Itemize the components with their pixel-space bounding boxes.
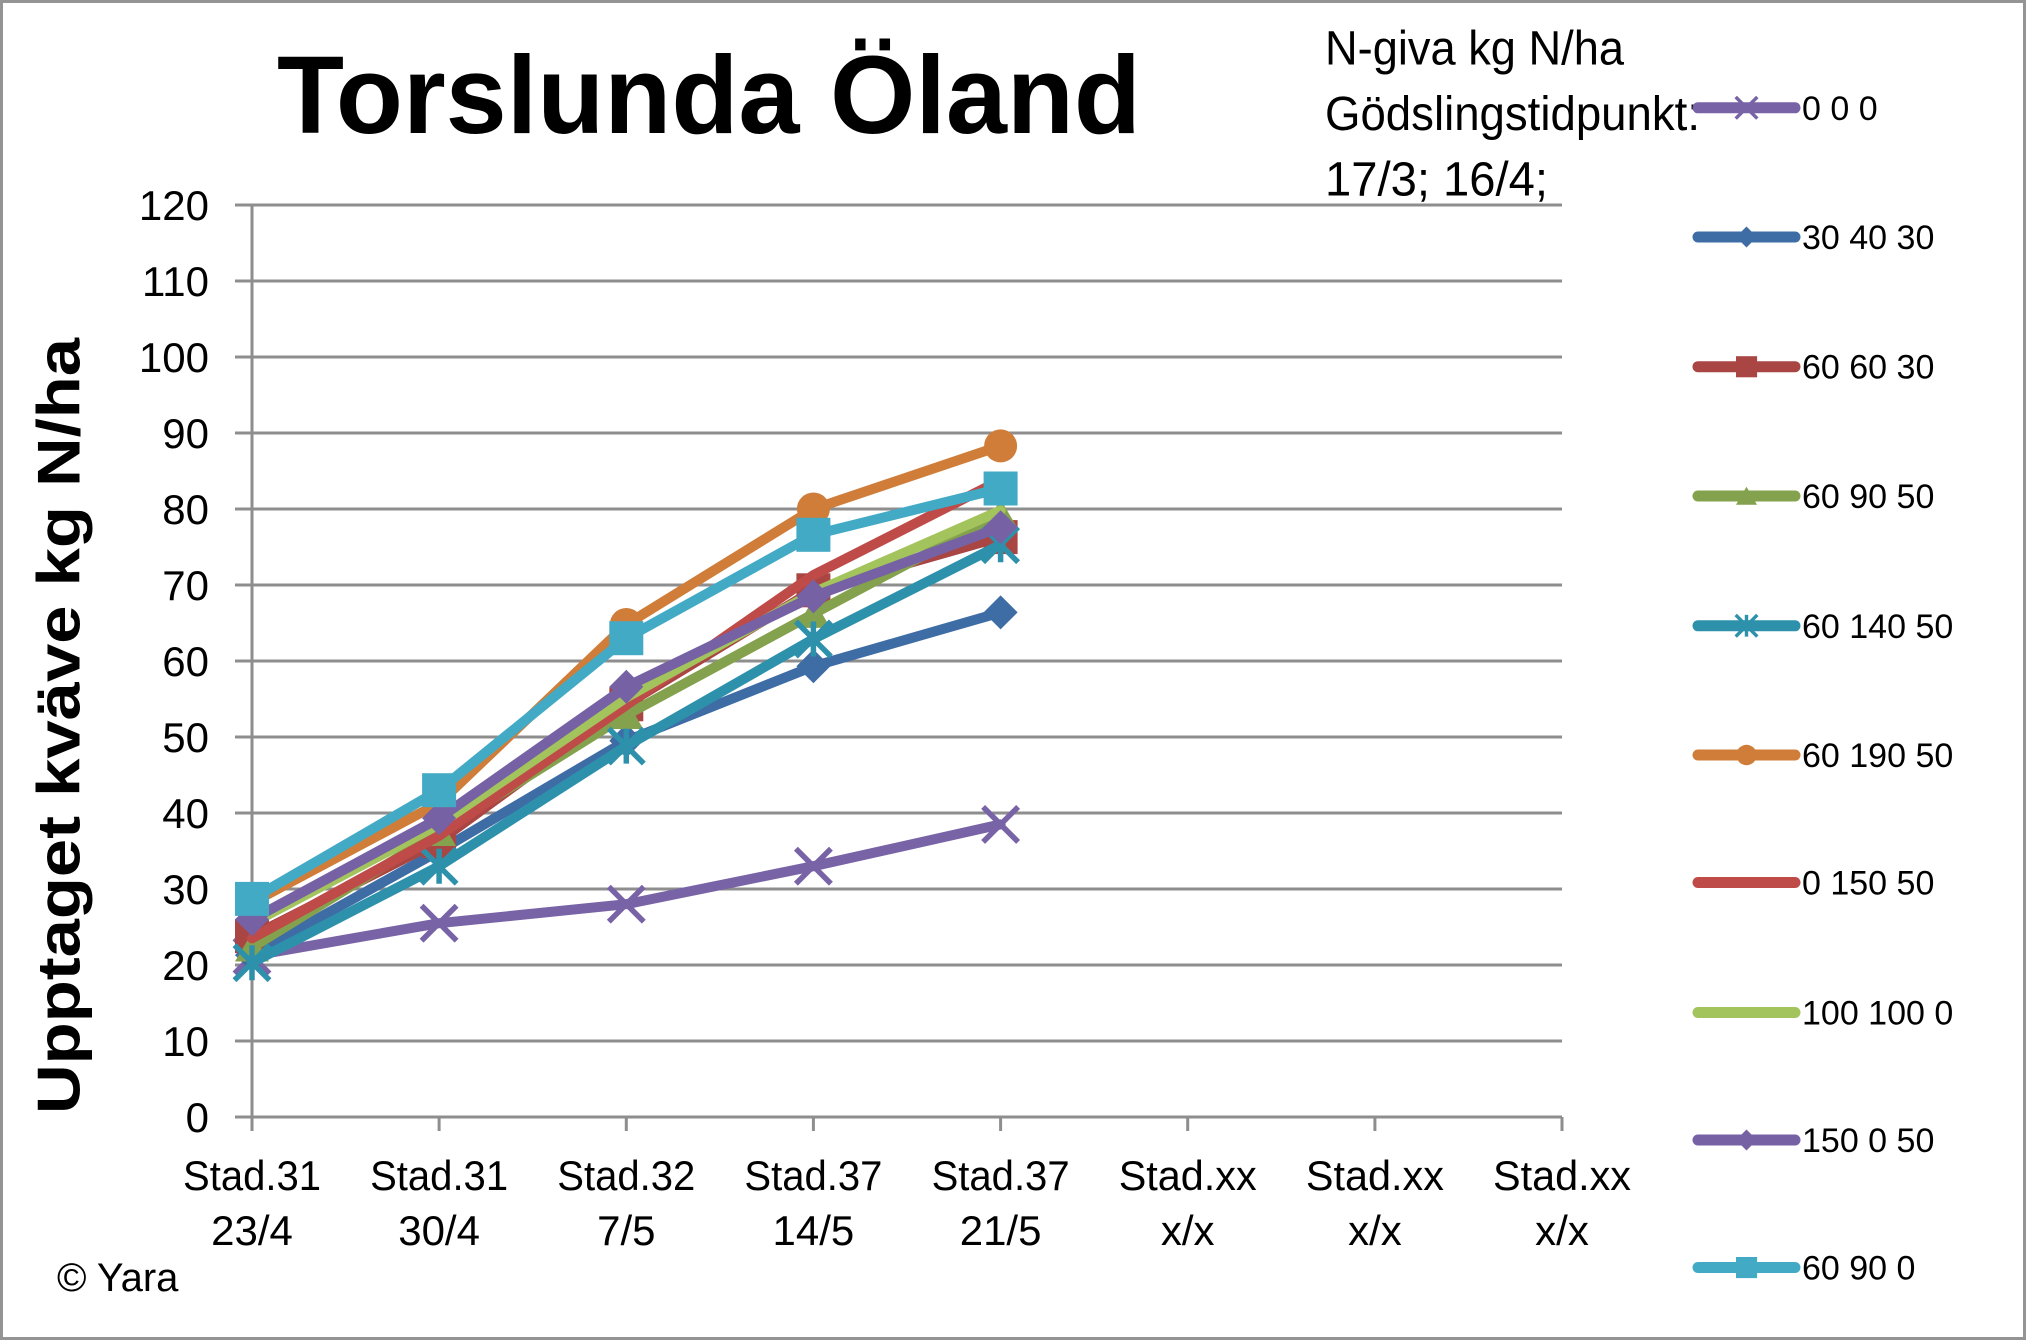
svg-text:Stad.31: Stad.31	[183, 1152, 321, 1199]
svg-text:x/x: x/x	[1348, 1207, 1402, 1254]
svg-text:110: 110	[142, 258, 209, 305]
svg-text:Upptaget kväve kg N/ha: Upptaget kväve kg N/ha	[26, 337, 93, 1114]
svg-text:120: 120	[139, 182, 209, 229]
svg-text:40: 40	[162, 790, 209, 837]
svg-text:0 150 50: 0 150 50	[1802, 865, 1934, 903]
svg-text:Stad.xx: Stad.xx	[1493, 1152, 1631, 1199]
svg-text:60 140 50: 60 140 50	[1802, 608, 1953, 646]
svg-text:60 60 30: 60 60 30	[1802, 349, 1934, 387]
svg-text:30 40 30: 30 40 30	[1802, 219, 1934, 257]
svg-text:30: 30	[162, 866, 209, 913]
svg-text:Torslunda Öland: Torslunda Öland	[277, 34, 1141, 157]
svg-text:Gödslingstidpunkt:: Gödslingstidpunkt:	[1325, 88, 1700, 141]
svg-text:100 100 0: 100 100 0	[1802, 995, 1953, 1033]
svg-text:60: 60	[162, 638, 209, 685]
svg-text:70: 70	[162, 562, 209, 609]
svg-text:100: 100	[139, 334, 209, 381]
svg-text:7/5: 7/5	[597, 1207, 655, 1254]
svg-text:60 190 50: 60 190 50	[1802, 737, 1953, 775]
svg-text:80: 80	[162, 486, 209, 533]
svg-text:Stad.31: Stad.31	[370, 1152, 508, 1199]
svg-text:© Yara: © Yara	[57, 1256, 179, 1300]
svg-text:23/4: 23/4	[211, 1207, 293, 1254]
svg-text:20: 20	[162, 942, 209, 989]
svg-text:0 0 0: 0 0 0	[1802, 90, 1878, 128]
svg-text:N-giva kg N/ha: N-giva kg N/ha	[1325, 23, 1624, 76]
svg-text:60 90 50: 60 90 50	[1802, 478, 1934, 516]
svg-text:10: 10	[162, 1018, 209, 1065]
svg-text:60 90 0: 60 90 0	[1802, 1250, 1915, 1288]
svg-text:Stad.xx: Stad.xx	[1119, 1152, 1257, 1199]
svg-text:Stad.32: Stad.32	[557, 1152, 695, 1199]
svg-text:21/5: 21/5	[960, 1207, 1042, 1254]
svg-text:30/4: 30/4	[398, 1207, 480, 1254]
svg-text:x/x: x/x	[1161, 1207, 1215, 1254]
svg-text:50: 50	[162, 714, 209, 761]
svg-text:14/5: 14/5	[773, 1207, 855, 1254]
svg-text:90: 90	[162, 410, 209, 457]
svg-text:Stad.xx: Stad.xx	[1306, 1152, 1444, 1199]
svg-text:150 0 50: 150 0 50	[1802, 1122, 1934, 1160]
svg-text:17/3; 16/4;: 17/3; 16/4;	[1325, 154, 1548, 207]
svg-text:x/x: x/x	[1535, 1207, 1589, 1254]
svg-text:Stad.37: Stad.37	[744, 1152, 882, 1199]
svg-text:Stad.37: Stad.37	[932, 1152, 1070, 1199]
svg-text:0: 0	[186, 1094, 209, 1141]
